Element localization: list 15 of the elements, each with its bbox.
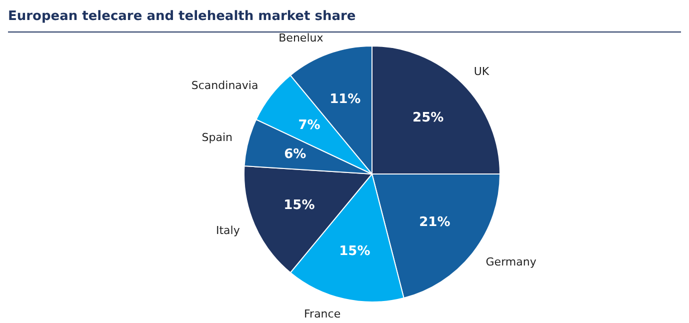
data-label: 7% [298, 118, 320, 133]
chart-title: European telecare and telehealth market share [8, 9, 356, 24]
data-label: 25% [412, 110, 444, 126]
slice-label: Italy [216, 224, 240, 238]
slice-label: Germany [486, 255, 537, 268]
data-label: 15% [284, 198, 315, 214]
slice-label: Scandinavia [191, 78, 258, 92]
data-label: 15% [339, 244, 370, 260]
data-label: 11% [330, 92, 361, 107]
slice-label: Benelux [278, 32, 324, 45]
slice-label: Spain [202, 131, 233, 144]
data-label: 6% [284, 146, 306, 162]
slice-label: UK [474, 65, 490, 78]
slice-label: France [304, 308, 341, 321]
data-label: 21% [419, 215, 450, 230]
